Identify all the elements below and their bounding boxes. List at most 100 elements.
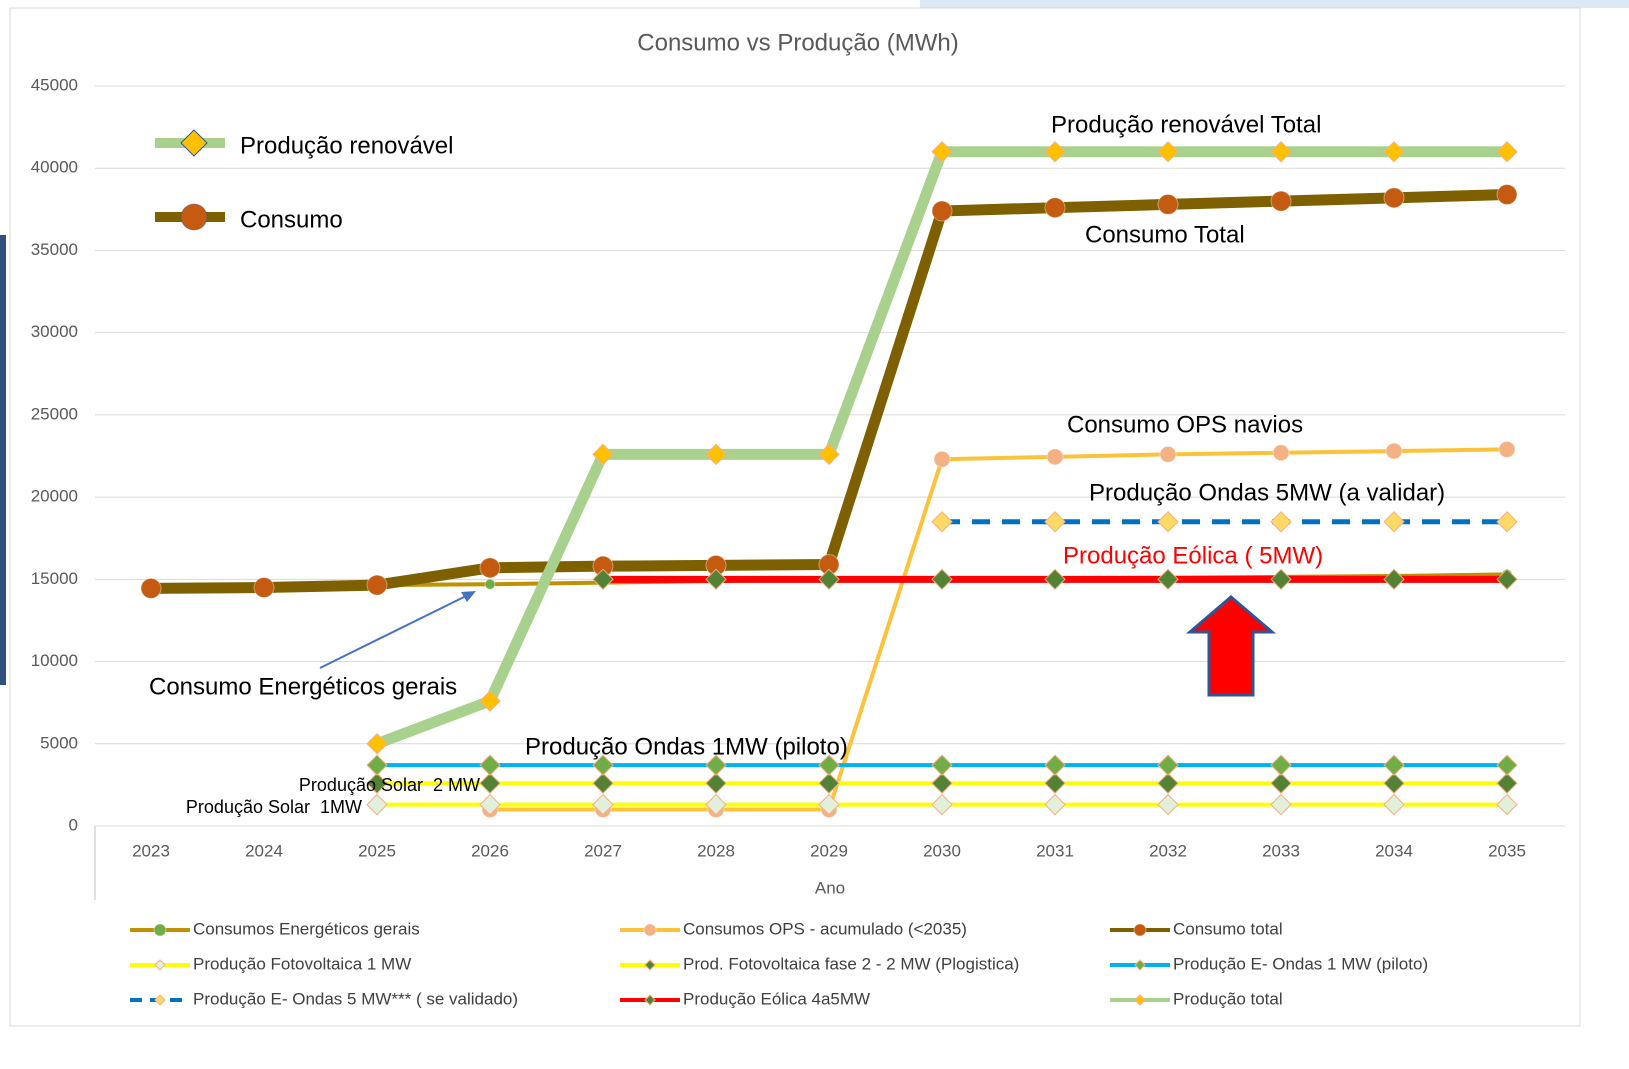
marker xyxy=(1383,793,1405,816)
marker xyxy=(592,772,614,794)
legend-label: Produção total xyxy=(1173,989,1283,1008)
x-tick-label: 2026 xyxy=(471,841,509,860)
marker xyxy=(1385,442,1403,460)
chart-title: Consumo vs Produção (MWh) xyxy=(637,29,958,56)
marker xyxy=(1159,445,1177,463)
marker xyxy=(1044,754,1066,776)
marker xyxy=(140,577,162,599)
annotation: Consumo OPS navios xyxy=(1067,411,1303,438)
chart-frame xyxy=(9,7,1581,1027)
marker xyxy=(592,568,614,591)
x-tick-label: 2029 xyxy=(810,841,848,860)
legend-label: Consumo total xyxy=(1173,919,1283,938)
marker xyxy=(1157,511,1179,533)
marker xyxy=(1383,772,1405,794)
marker xyxy=(931,200,953,222)
x-tick-label: 2023 xyxy=(132,841,170,860)
marker xyxy=(154,959,166,971)
marker xyxy=(153,923,167,937)
y-tick-label: 10000 xyxy=(31,651,78,670)
marker xyxy=(1157,754,1179,776)
marker xyxy=(1270,568,1292,591)
y-tick-label: 35000 xyxy=(31,240,78,259)
marker xyxy=(592,793,614,816)
marker xyxy=(366,754,388,776)
marker xyxy=(479,754,501,776)
marker xyxy=(705,568,727,591)
marker xyxy=(1496,793,1518,816)
x-tick-label: 2025 xyxy=(358,841,396,860)
marker xyxy=(484,578,496,590)
legend-label: Produção Fotovoltaica 1 MW xyxy=(193,954,411,973)
marker xyxy=(933,450,951,468)
marker xyxy=(1383,511,1405,533)
marker xyxy=(479,772,501,794)
marker xyxy=(1383,141,1405,163)
y-tick-label: 20000 xyxy=(31,487,78,506)
marker xyxy=(1270,754,1292,776)
marker xyxy=(1270,190,1292,212)
x-tick-label: 2032 xyxy=(1149,841,1187,860)
marker xyxy=(1270,772,1292,794)
x-tick-label: 2031 xyxy=(1036,841,1074,860)
side-edge xyxy=(0,235,6,685)
marker xyxy=(592,443,614,466)
marker xyxy=(366,733,388,755)
marker xyxy=(180,129,208,157)
marker xyxy=(479,793,501,816)
y-tick-label: 45000 xyxy=(31,75,78,94)
annotation: Produção renovável Total xyxy=(1051,111,1321,138)
annotation: Consumo Energéticos gerais xyxy=(149,673,457,700)
series-line xyxy=(150,189,1508,594)
x-axis-label: Ano xyxy=(815,878,845,897)
annotation: Produção Solar 2 MW xyxy=(299,775,480,795)
marker xyxy=(1157,772,1179,794)
legend-label: Produção E- Ondas 1 MW (piloto) xyxy=(1173,954,1428,973)
marker xyxy=(1383,568,1405,591)
marker xyxy=(180,203,208,231)
marker xyxy=(818,443,840,466)
marker xyxy=(1270,793,1292,816)
marker xyxy=(1044,568,1066,591)
marker xyxy=(479,557,501,579)
marker xyxy=(1133,923,1147,937)
x-tick-label: 2033 xyxy=(1262,841,1300,860)
legend-label: Produção E- Ondas 5 MW*** ( se validado) xyxy=(193,989,518,1008)
annotation: Consumo Total xyxy=(1085,221,1245,248)
marker xyxy=(1157,568,1179,591)
marker xyxy=(643,923,657,937)
x-tick-label: 2027 xyxy=(584,841,622,860)
marker xyxy=(705,754,727,776)
marker xyxy=(1270,511,1292,533)
marker xyxy=(1496,754,1518,776)
series-line xyxy=(375,146,1507,749)
marker xyxy=(1496,141,1518,163)
legend-label: Prod. Fotovoltaica fase 2 - 2 MW (Plogis… xyxy=(683,954,1019,973)
marker xyxy=(1270,141,1292,163)
marker xyxy=(366,574,388,596)
marker xyxy=(931,772,953,794)
y-tick-label: 0 xyxy=(69,815,78,834)
marker xyxy=(592,754,614,776)
annotation: Produção Ondas 5MW (a validar) xyxy=(1089,479,1445,506)
marker xyxy=(1496,511,1518,533)
marker xyxy=(366,772,388,794)
marker xyxy=(1498,440,1516,458)
marker xyxy=(818,568,840,591)
marker xyxy=(705,443,727,466)
marker xyxy=(818,772,840,794)
marker xyxy=(1383,754,1405,776)
legend-label: Produção Eólica 4a5MW xyxy=(683,989,870,1008)
marker xyxy=(1496,184,1518,206)
marker xyxy=(818,793,840,816)
marker xyxy=(644,959,656,971)
marker xyxy=(1134,994,1146,1006)
marker xyxy=(253,577,275,599)
annotation: Produção Solar 1MW xyxy=(186,797,362,817)
marker xyxy=(931,511,953,533)
marker xyxy=(1496,568,1518,591)
marker xyxy=(705,793,727,816)
key-label: Consumo xyxy=(240,206,343,233)
marker xyxy=(1272,444,1290,462)
